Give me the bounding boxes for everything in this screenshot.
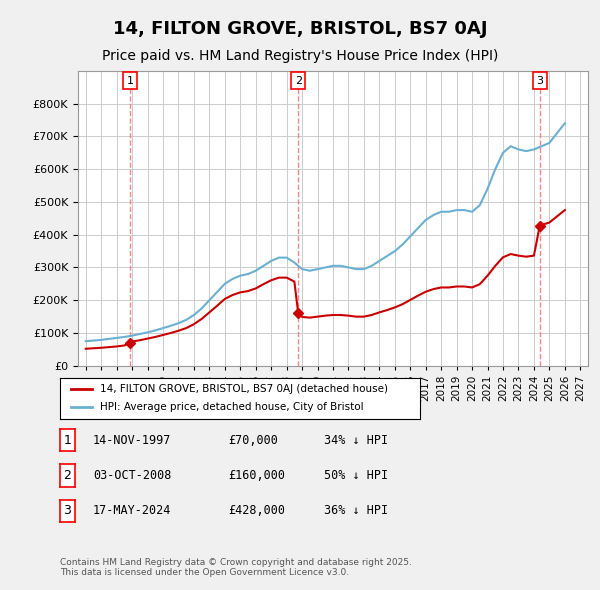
Text: 36% ↓ HPI: 36% ↓ HPI [324,504,388,517]
Text: 14, FILTON GROVE, BRISTOL, BS7 0AJ: 14, FILTON GROVE, BRISTOL, BS7 0AJ [113,21,487,38]
Text: HPI: Average price, detached house, City of Bristol: HPI: Average price, detached house, City… [100,402,363,412]
Text: 3: 3 [64,504,71,517]
Text: 14-NOV-1997: 14-NOV-1997 [93,434,172,447]
Text: £160,000: £160,000 [228,469,285,482]
Text: 03-OCT-2008: 03-OCT-2008 [93,469,172,482]
Text: Contains HM Land Registry data © Crown copyright and database right 2025.
This d: Contains HM Land Registry data © Crown c… [60,558,412,577]
Text: 1: 1 [127,76,134,86]
Text: 14, FILTON GROVE, BRISTOL, BS7 0AJ (detached house): 14, FILTON GROVE, BRISTOL, BS7 0AJ (deta… [100,384,388,394]
Text: £428,000: £428,000 [228,504,285,517]
Text: 2: 2 [64,469,71,482]
Text: 34% ↓ HPI: 34% ↓ HPI [324,434,388,447]
Text: 2: 2 [295,76,302,86]
Text: 1: 1 [64,434,71,447]
Text: 3: 3 [536,76,543,86]
Text: 17-MAY-2024: 17-MAY-2024 [93,504,172,517]
Text: Price paid vs. HM Land Registry's House Price Index (HPI): Price paid vs. HM Land Registry's House … [102,49,498,63]
Text: 50% ↓ HPI: 50% ↓ HPI [324,469,388,482]
Text: £70,000: £70,000 [228,434,278,447]
